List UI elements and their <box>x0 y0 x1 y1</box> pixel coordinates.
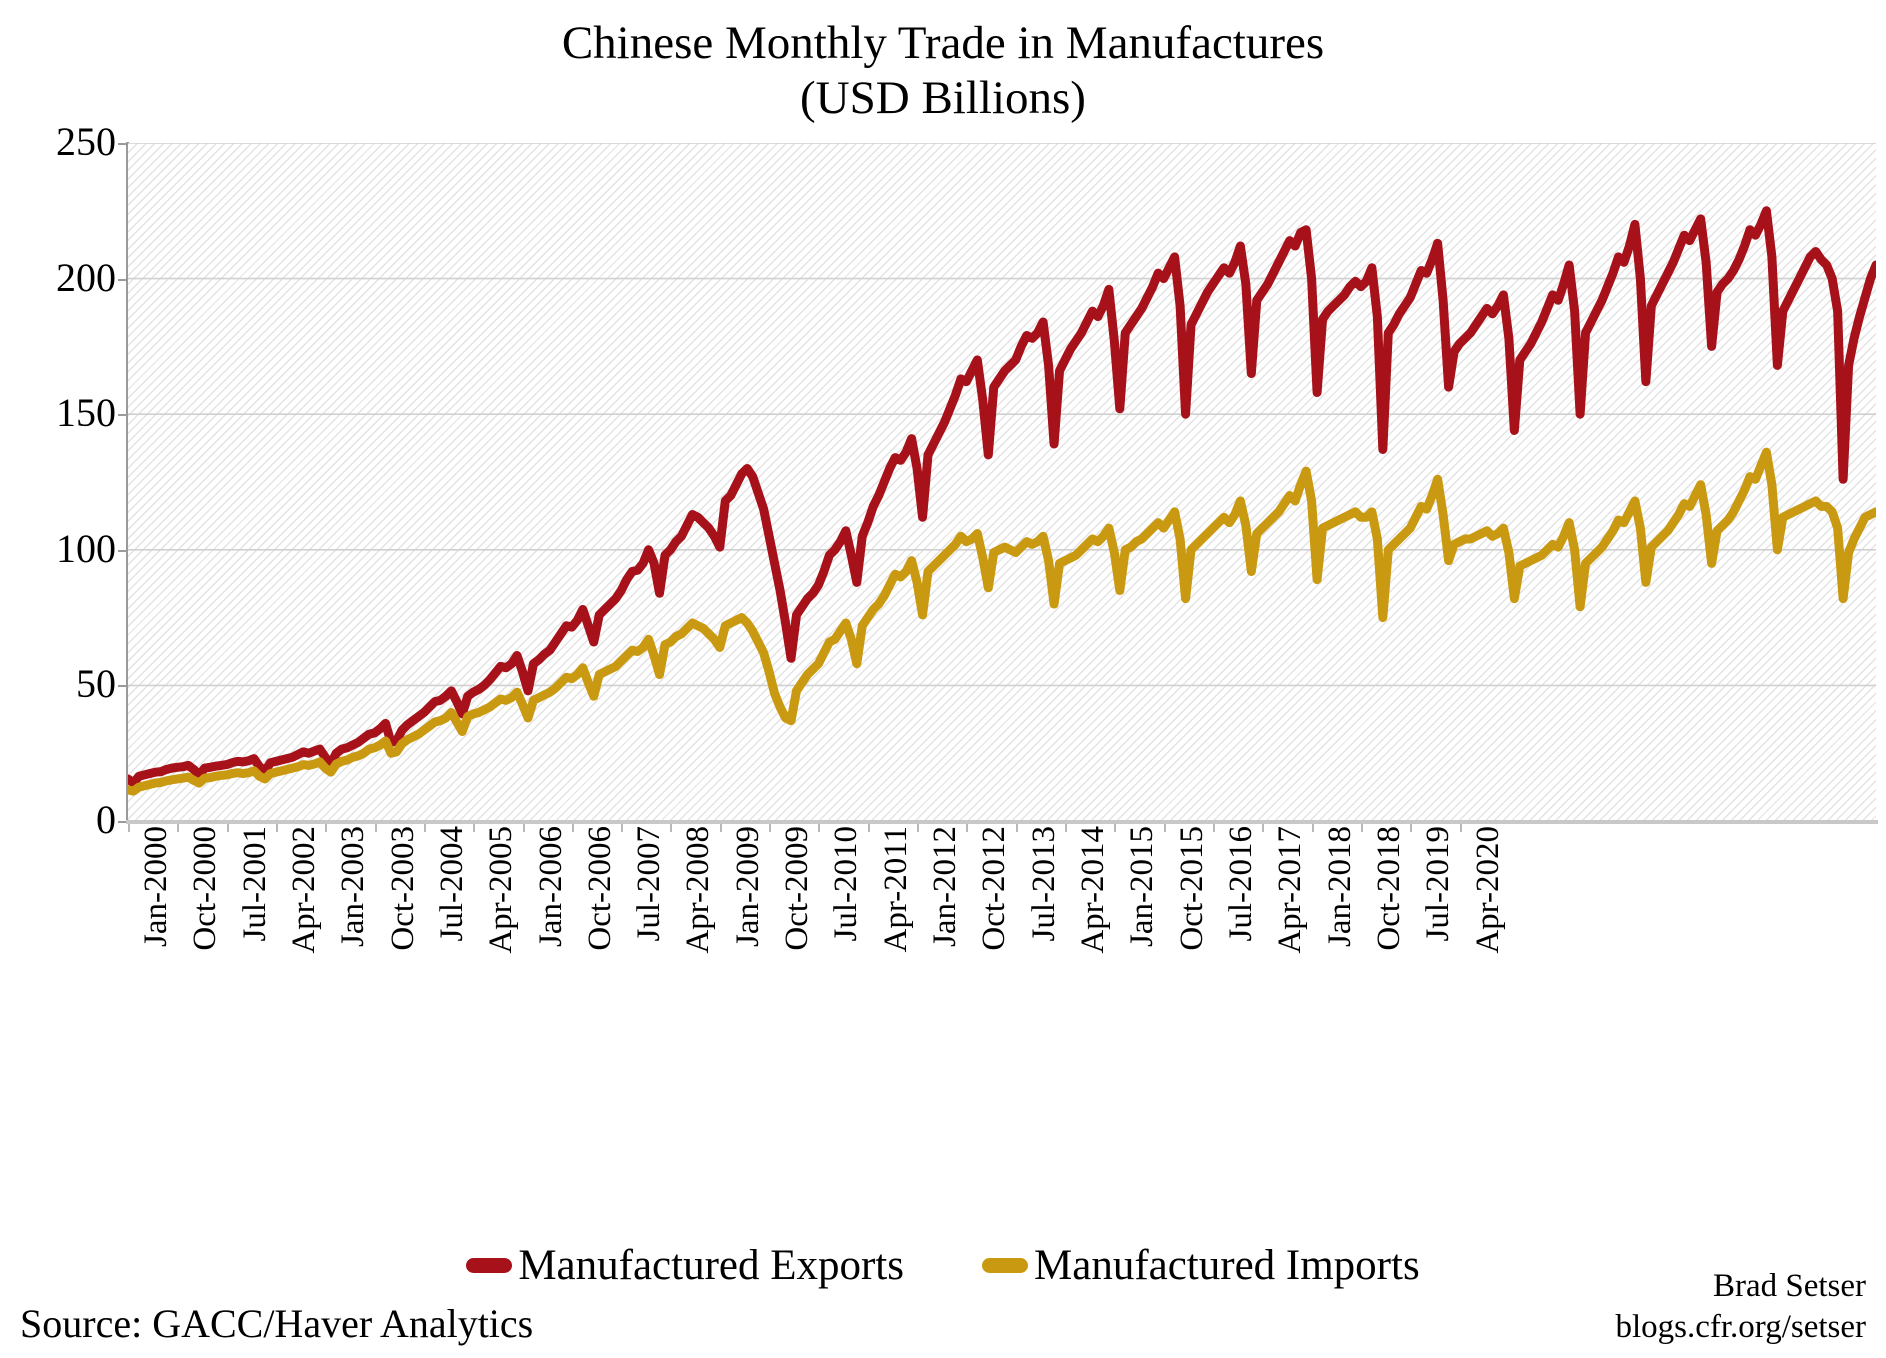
x-tick-label: Apr-2011 <box>877 826 914 953</box>
x-tick-label: Jan-2006 <box>532 826 569 947</box>
x-tick-label: Jul-2010 <box>828 826 865 942</box>
x-axis-labels: Jan-2000 Oct-2000 Jul-2001 Apr-2002 Jan-2003… <box>128 826 1878 1026</box>
credit-author: Brad Setser <box>1712 1268 1866 1304</box>
x-tick-mark <box>1410 824 1413 832</box>
y-tick-mark <box>118 414 127 417</box>
x-tick-mark <box>128 824 130 832</box>
x-tick-label: Apr-2005 <box>483 826 520 954</box>
x-tick-mark <box>818 824 821 832</box>
credit-url: blogs.cfr.org/setser <box>1615 1309 1866 1345</box>
x-tick-label: Oct-2006 <box>581 826 618 951</box>
x-tick-label: Oct-2015 <box>1173 826 1210 951</box>
x-tick-mark <box>1065 824 1068 832</box>
legend-item-2[interactable]: Manufactured Imports <box>982 1244 1420 1287</box>
x-tick-label: Oct-2018 <box>1370 826 1407 951</box>
y-tick-mark <box>118 143 127 145</box>
plot-area <box>128 143 1876 821</box>
x-tick-mark <box>1459 824 1462 832</box>
y-tick-label: 200 <box>56 254 116 300</box>
chart-title: Chinese Monthly Trade in Manufactures (U… <box>561 17 1325 124</box>
x-tick-label: Apr-2008 <box>680 826 717 954</box>
x-tick-label: Jan-2009 <box>729 826 766 947</box>
x-tick-mark <box>1163 824 1166 832</box>
x-tick-label: Oct-2009 <box>779 826 816 951</box>
y-tick-mark <box>118 278 127 281</box>
x-tick-label: Jan-2018 <box>1321 826 1358 947</box>
x-tick-label: Jan-2015 <box>1124 826 1161 947</box>
series-lines <box>128 143 1876 821</box>
x-tick-label: Oct-2003 <box>384 826 421 951</box>
x-tick-mark <box>423 824 426 832</box>
x-tick-label: Jul-2013 <box>1025 826 1062 942</box>
y-tick-mark <box>118 549 127 552</box>
plot-background-hatch <box>128 143 1876 821</box>
y-tick-label: 250 <box>56 119 116 164</box>
legend-item-1[interactable]: Manufactured Exports <box>466 1244 904 1287</box>
x-tick-label: Jul-2001 <box>236 826 273 942</box>
x-tick-label: Jul-2004 <box>433 826 470 942</box>
x-tick-mark <box>621 824 624 832</box>
x-tick-mark <box>571 824 574 832</box>
x-tick-mark <box>719 824 722 832</box>
x-tick-label: Apr-2017 <box>1272 826 1309 954</box>
x-axis-line <box>126 820 1878 824</box>
credit-block: Brad Setser blogs.cfr.org/setser <box>1615 1266 1866 1348</box>
x-tick-label: Jan-2000 <box>138 826 174 947</box>
source-note: Source: GACC/Haver Analytics <box>20 1301 534 1346</box>
y-tick-label: 50 <box>76 661 116 707</box>
x-tick-mark <box>522 824 525 832</box>
x-tick-mark <box>275 824 278 832</box>
x-tick-mark <box>1311 824 1314 832</box>
x-tick-mark <box>1114 824 1117 832</box>
x-tick-label: Oct-2012 <box>976 826 1013 951</box>
x-tick-mark <box>325 824 328 832</box>
x-tick-mark <box>226 824 229 832</box>
x-tick-mark <box>917 824 920 832</box>
x-tick-label: Jul-2019 <box>1420 826 1457 942</box>
chart-legend: Manufactured Exports Manufactured Imports <box>0 1237 1886 1293</box>
y-tick-label: 0 <box>96 797 116 842</box>
y-axis-line <box>126 142 129 823</box>
x-tick-mark <box>473 824 476 832</box>
x-tick-mark <box>670 824 673 832</box>
x-tick-mark <box>1262 824 1265 832</box>
y-tick-mark <box>118 821 127 823</box>
x-tick-mark <box>177 824 180 832</box>
legend-label: Manufactured Imports <box>1034 1241 1420 1289</box>
series-line-2 <box>128 452 1876 791</box>
legend-swatch-icon <box>466 1257 513 1273</box>
y-tick-mark <box>118 685 127 688</box>
x-tick-mark <box>1360 824 1363 832</box>
x-tick-label: Jan-2003 <box>335 826 372 947</box>
x-tick-label: Jan-2012 <box>927 826 964 947</box>
x-tick-mark <box>1015 824 1018 832</box>
x-tick-label: Oct-2000 <box>187 826 224 951</box>
x-tick-mark <box>1212 824 1215 832</box>
x-tick-mark <box>374 824 377 832</box>
x-tick-label: Apr-2002 <box>285 826 322 954</box>
x-tick-mark <box>966 824 969 832</box>
x-tick-label: Apr-2020 <box>1469 826 1506 954</box>
y-tick-label: 100 <box>56 525 116 571</box>
x-tick-label: Jul-2016 <box>1222 826 1259 942</box>
series-line-1 <box>128 211 1876 783</box>
x-tick-label: Apr-2014 <box>1075 826 1112 954</box>
y-tick-label: 150 <box>56 390 116 436</box>
x-tick-mark <box>769 824 772 832</box>
legend-swatch-icon <box>982 1257 1028 1273</box>
x-tick-mark <box>867 824 870 832</box>
x-tick-label: Jul-2007 <box>631 826 668 942</box>
legend-label: Manufactured Exports <box>518 1241 904 1289</box>
